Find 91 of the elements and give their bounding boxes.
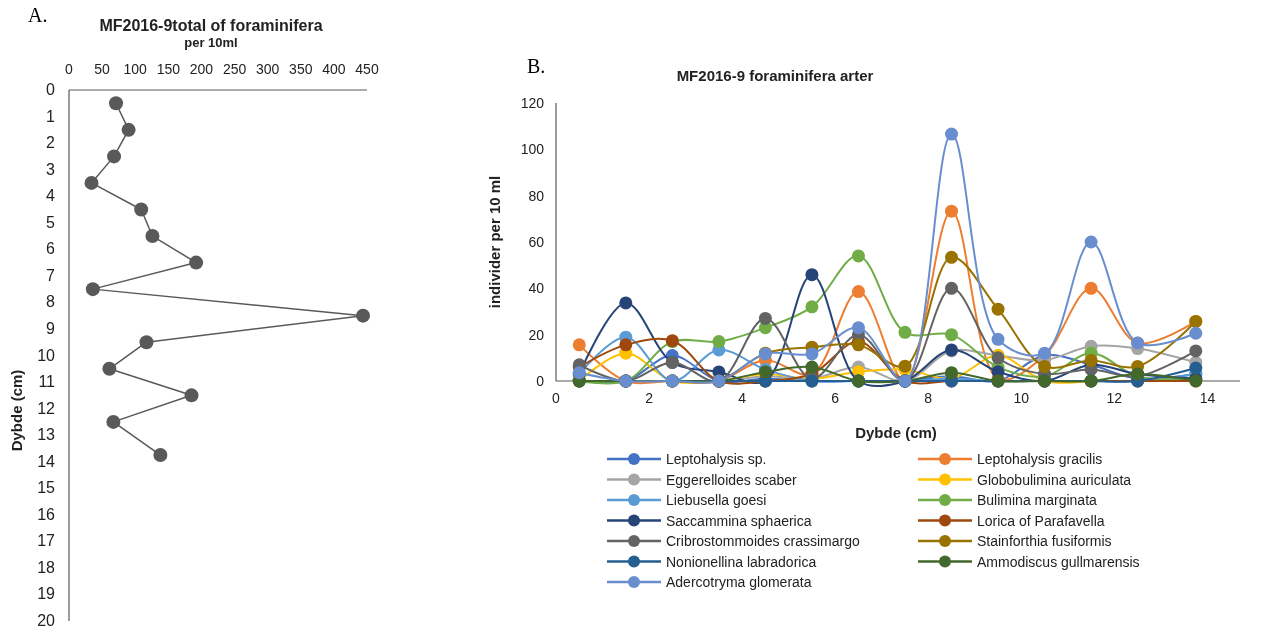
y-tick-label: 19 (37, 585, 56, 603)
point (805, 268, 819, 282)
chart-subtitle: per 10ml (184, 35, 238, 50)
y-tick-label: 8 (46, 293, 56, 311)
point (712, 335, 726, 349)
point (1189, 344, 1203, 358)
y-tick-label: 10 (37, 346, 56, 364)
y-axis-title: individer per 10 ml (486, 175, 503, 309)
y-tick-label: 6 (46, 240, 56, 258)
point (945, 127, 959, 141)
y-tick-label: 80 (528, 187, 545, 204)
x-tick-label: 100 (123, 61, 148, 77)
point (945, 328, 959, 342)
point (805, 347, 819, 361)
point (898, 325, 912, 339)
x-tick-label: 8 (924, 390, 933, 406)
point (572, 338, 586, 352)
point (945, 250, 959, 264)
y-tick-label: 1 (46, 107, 56, 125)
legend-label: Saccammina sphaerica (666, 512, 812, 529)
y-tick-label: 40 (528, 280, 545, 297)
legend-label: Liebusella goesi (666, 492, 767, 508)
point (1084, 353, 1098, 367)
point (1084, 235, 1098, 249)
point (1038, 359, 1052, 373)
legend-label: Globobulimina auriculata (977, 471, 1132, 488)
y-tick-label: 120 (520, 95, 545, 111)
point (851, 249, 865, 263)
y-tick-label: 100 (520, 141, 545, 158)
x-tick-label: 10 (1013, 390, 1030, 406)
y-tick-label: 20 (528, 326, 545, 343)
y-tick-label: 18 (37, 558, 56, 576)
x-tick-label: 6 (831, 390, 840, 406)
legend-label: Adercotryma glomerata (666, 574, 812, 590)
legend-label: Ammodiscus gullmarensis (977, 553, 1140, 570)
point (758, 311, 772, 325)
y-tick-label: 0 (46, 81, 56, 98)
x-tick-label: 450 (355, 61, 379, 77)
x-tick-label: 14 (1199, 390, 1216, 406)
y-tick-label: 11 (38, 373, 56, 391)
text: A. (28, 4, 48, 26)
point (619, 296, 633, 310)
x-tick-label: 350 (289, 61, 313, 77)
y-tick-label: 14 (37, 452, 56, 470)
y-tick-label: 5 (46, 213, 56, 231)
point (991, 332, 1005, 346)
y-tick-label: 20 (37, 612, 56, 629)
legend-label: Cribrostommoides crassimargo (666, 533, 860, 549)
legend-label: Lorica of Parafavella (977, 512, 1105, 529)
legend-label: Nonionellina labradorica (666, 553, 817, 570)
y-tick-label: 3 (46, 160, 56, 178)
x-tick-label: 4 (738, 390, 747, 406)
x-tick-label: 2 (645, 390, 654, 406)
point (851, 321, 865, 335)
y-tick-label: 4 (46, 187, 56, 205)
y-tick-label: 0 (536, 373, 545, 389)
x-tick-label: 50 (94, 61, 111, 77)
point (851, 285, 865, 299)
y-tick-label: 17 (37, 532, 56, 550)
y-tick-label: 16 (37, 505, 56, 523)
point (805, 300, 819, 314)
text: B. (527, 55, 546, 77)
x-axis-title: Dybde (cm) (855, 424, 937, 441)
x-tick-label: 200 (189, 61, 214, 77)
point (1189, 326, 1203, 340)
x-tick-label: 0 (552, 390, 561, 406)
point (619, 338, 633, 352)
x-tick-label: 400 (322, 61, 346, 77)
y-tick-label: 9 (46, 319, 56, 337)
point (945, 281, 959, 295)
y-tick-label: 7 (46, 266, 56, 284)
x-tick-label: 0 (65, 61, 74, 77)
x-tick-label: 150 (156, 61, 181, 77)
chart-title: MF2016-9total of foraminifera (99, 17, 323, 34)
legend-label: Eggerelloides scaber (666, 471, 798, 488)
x-tick-label: 250 (222, 61, 247, 77)
y-tick-label: 15 (37, 479, 56, 497)
y-axis-title: Dybde (cm) (8, 369, 25, 452)
legend-label: Stainforthia fusiformis (977, 533, 1112, 549)
point (991, 302, 1005, 316)
y-tick-label: 60 (528, 234, 545, 250)
y-tick-label: 2 (46, 134, 56, 152)
x-tick-label: 12 (1106, 390, 1123, 406)
y-tick-label: 13 (37, 426, 56, 444)
legend-label: Leptohalysis gracilis (977, 451, 1103, 467)
point (1084, 281, 1098, 295)
legend-label: Bulimina marginata (977, 492, 1098, 508)
point (945, 204, 959, 218)
x-tick-label: 300 (255, 61, 280, 77)
legend-label: Leptohalysis sp. (666, 451, 767, 467)
chart-title: MF2016-9 foraminifera arter (676, 67, 874, 84)
